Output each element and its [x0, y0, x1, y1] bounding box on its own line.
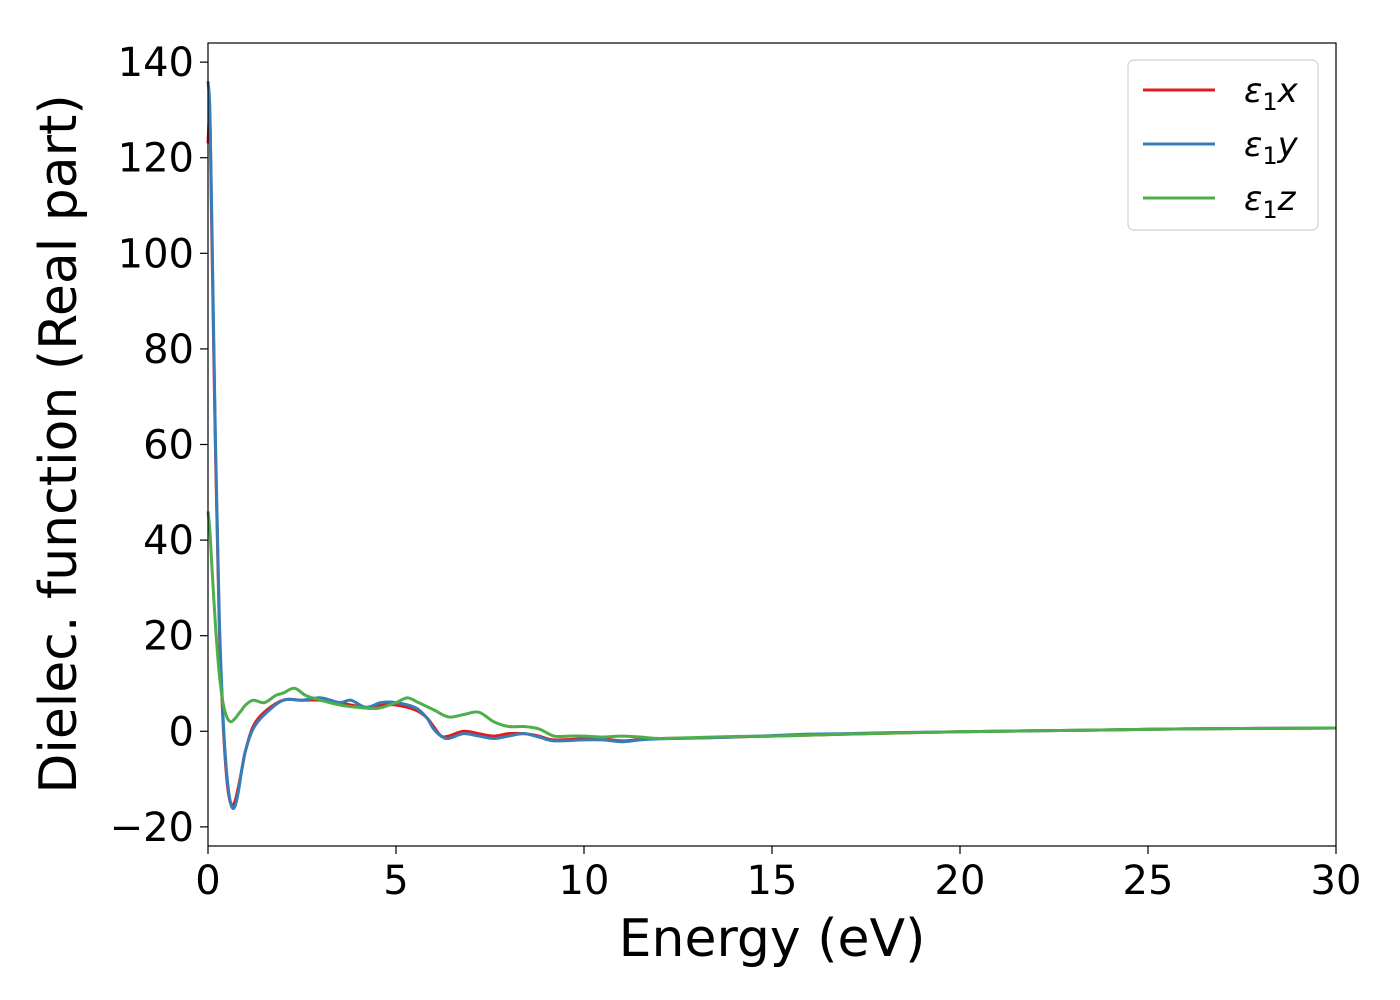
y-tick-label: 140	[118, 40, 194, 86]
legend-label-x: ε1x	[1244, 71, 1299, 116]
legend: ε1x ε1y ε1z	[1127, 59, 1319, 231]
legend-frame	[1127, 59, 1319, 231]
x-tick-label: 5	[383, 858, 408, 904]
x-axis-title: Energy (eV)	[619, 909, 926, 969]
y-axis-title: Dielec. function (Real part)	[29, 94, 89, 793]
y-tick-label: 120	[118, 136, 194, 182]
y-tick-label: 20	[143, 614, 194, 660]
y-tick-label: 0	[169, 709, 194, 755]
y-tick-label: 100	[118, 231, 194, 277]
legend-label-z: ε1z	[1244, 179, 1297, 224]
legend-entries: ε1x ε1y ε1z	[1143, 71, 1299, 224]
y-tick-label: 40	[143, 518, 194, 564]
x-tick-label: 20	[935, 858, 986, 904]
x-tick-label: 10	[559, 858, 610, 904]
y-tick-label: −20	[110, 805, 194, 851]
y-axis-ticks: −20 0 20 40 60 80 100 120 140	[110, 40, 208, 851]
y-tick-label: 80	[143, 327, 194, 373]
y-tick-label: 60	[143, 423, 194, 469]
x-tick-label: 30	[1311, 858, 1362, 904]
legend-label-y: ε1y	[1244, 125, 1299, 170]
x-tick-label: 15	[747, 858, 798, 904]
x-tick-label: 0	[195, 858, 220, 904]
x-tick-label: 25	[1123, 858, 1174, 904]
series-layer	[206, 81, 1337, 810]
x-axis-ticks: 0 5 10 15 20 25 30	[195, 846, 1361, 904]
series-line-z	[206, 511, 1337, 740]
